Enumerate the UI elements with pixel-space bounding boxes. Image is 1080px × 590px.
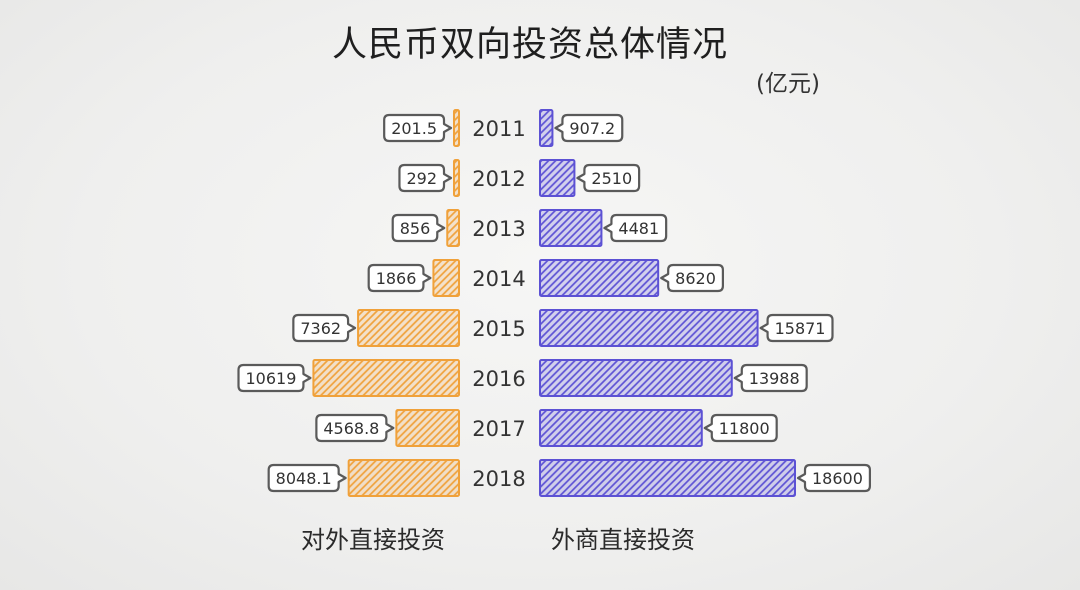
outbound-value-bubble-2012 — [398, 163, 453, 193]
outbound-bar-2014 — [432, 259, 461, 297]
inbound-value-bubble-2011 — [554, 113, 624, 143]
chart-title: 人民币双向投资总体情况 — [331, 25, 728, 65]
outbound-bar-2018 — [347, 459, 460, 497]
outbound-bar-2011 — [453, 109, 460, 147]
series-label-inbound: 外商直接投资 — [551, 526, 695, 554]
unit-label: (亿元) — [756, 71, 820, 97]
inbound-bar-2014 — [539, 259, 660, 297]
outbound-value-label-2016: 10619 — [246, 369, 297, 388]
inbound-value-label-2017: 11800 — [719, 419, 770, 438]
inbound-value-label-2016: 13988 — [749, 369, 800, 388]
inbound-bar-2017 — [539, 409, 703, 447]
outbound-bar-2016 — [312, 359, 460, 397]
inbound-value-bubble-2015 — [759, 313, 834, 343]
inbound-value-bubble-2017 — [703, 413, 778, 443]
year-label-2012: 2012 — [472, 167, 525, 191]
inbound-value-label-2018: 18600 — [812, 469, 863, 488]
outbound-bar-2012 — [453, 159, 460, 197]
inbound-value-label-2014: 8620 — [675, 269, 716, 288]
inbound-value-bubble-2014 — [660, 263, 724, 293]
outbound-bar-2017 — [395, 409, 460, 447]
series-label-outbound: 对外直接投资 — [301, 526, 445, 554]
year-label-2015: 2015 — [472, 317, 525, 341]
outbound-value-bubble-2017 — [315, 413, 395, 443]
outbound-value-label-2012: 292 — [406, 169, 437, 188]
bars-layer — [312, 109, 796, 497]
outbound-value-bubble-2018 — [267, 463, 347, 493]
year-label-2014: 2014 — [472, 267, 525, 291]
outbound-value-label-2014: 1866 — [376, 269, 417, 288]
inbound-value-label-2015: 15871 — [775, 319, 826, 338]
year-label-2011: 2011 — [472, 117, 525, 141]
outbound-value-label-2011: 201.5 — [391, 119, 437, 138]
outbound-value-label-2017: 4568.8 — [323, 419, 379, 438]
year-label-2018: 2018 — [472, 467, 525, 491]
inbound-value-label-2011: 907.2 — [569, 119, 615, 138]
inbound-bar-2012 — [539, 159, 576, 197]
outbound-value-label-2013: 856 — [400, 219, 431, 238]
inbound-value-label-2013: 4481 — [618, 219, 659, 238]
inbound-value-bubble-2016 — [733, 363, 808, 393]
outbound-value-bubble-2014 — [367, 263, 432, 293]
outbound-value-label-2018: 8048.1 — [276, 469, 332, 488]
outbound-value-bubble-2015 — [292, 313, 357, 343]
inbound-bar-2018 — [539, 459, 796, 497]
outbound-bar-2013 — [446, 209, 461, 247]
inbound-bar-2016 — [539, 359, 733, 397]
year-label-2013: 2013 — [472, 217, 525, 241]
inbound-value-bubble-2013 — [603, 213, 668, 243]
inbound-bar-2013 — [539, 209, 603, 247]
inbound-value-bubble-2018 — [796, 463, 872, 493]
outbound-value-label-2015: 7362 — [300, 319, 341, 338]
year-label-2017: 2017 — [472, 417, 525, 441]
outbound-bar-2015 — [357, 309, 461, 347]
inbound-value-label-2012: 2510 — [591, 169, 632, 188]
inbound-bar-2011 — [539, 109, 554, 147]
year-label-2016: 2016 — [472, 367, 525, 391]
outbound-value-bubble-2013 — [391, 213, 446, 243]
inbound-bar-2015 — [539, 309, 759, 347]
outbound-value-bubble-2016 — [237, 363, 312, 393]
inbound-value-bubble-2012 — [576, 163, 641, 193]
labels-layer: 2011 201.5 907.2 2012 292 2510 2013 856 4481 2014… — [237, 113, 872, 493]
outbound-value-bubble-2011 — [383, 113, 453, 143]
